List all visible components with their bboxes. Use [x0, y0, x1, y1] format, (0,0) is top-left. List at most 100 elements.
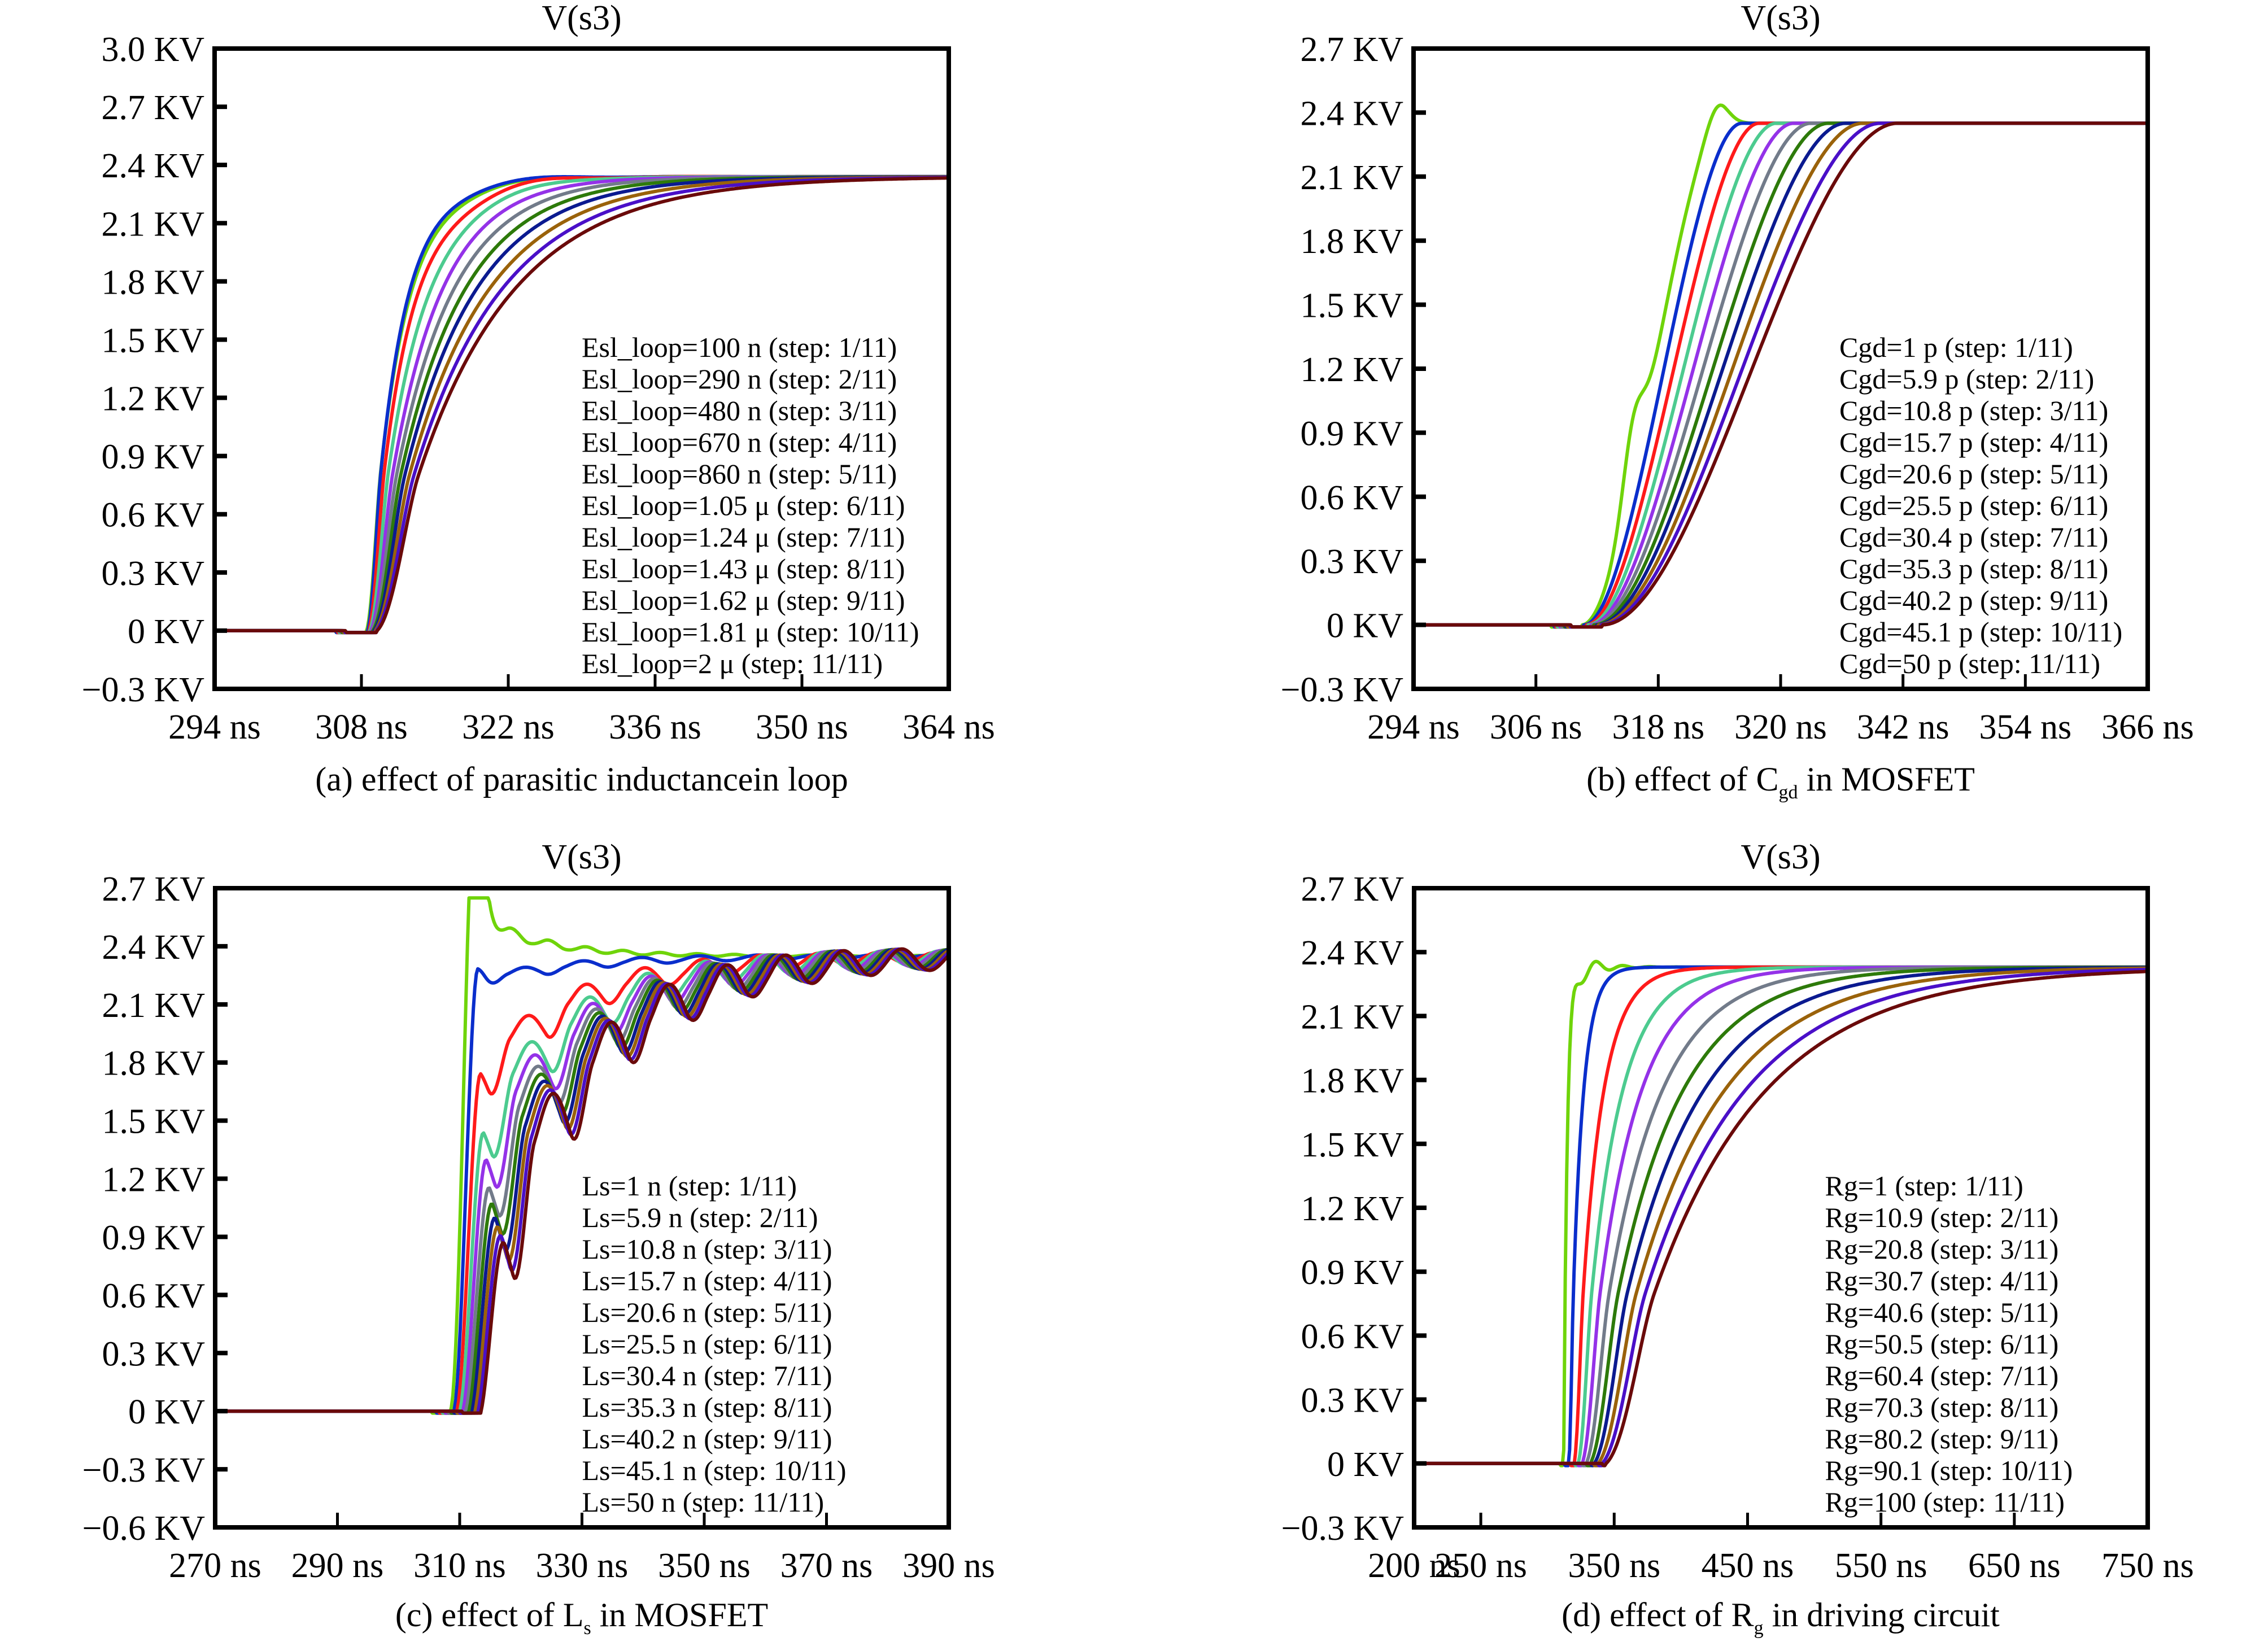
- legend-entry: Rg=60.4 (step: 7/11): [1825, 1360, 2058, 1391]
- y-tick-label: −0.6 KV: [82, 1509, 205, 1548]
- legend-entry: Cgd=35.3 p (step: 8/11): [1839, 553, 2108, 584]
- legend-entry: Esl_loop=1.24 μ (step: 7/11): [582, 521, 905, 553]
- series-line-11: [214, 176, 949, 635]
- y-tick-label: −0.3 KV: [81, 671, 204, 709]
- legend-entry: Esl_loop=860 n (step: 5/11): [582, 458, 897, 490]
- legend-entry: Cgd=30.4 p (step: 7/11): [1839, 521, 2108, 553]
- panel-d-legend: Rg=1 (step: 1/11)Rg=10.9 (step: 2/11)Rg=…: [1825, 1170, 2073, 1518]
- legend-entry: Ls=30.4 n (step: 7/11): [582, 1360, 832, 1391]
- x-tick-label: 310 ns: [413, 1547, 506, 1585]
- panel-d: V(s3) 2.7 KV 2.4 KV 2.1 KV 1.8 KV 1.5 KV 1.2 …: [1281, 838, 2193, 1639]
- legend-entry: Esl_loop=1.81 μ (step: 10/11): [582, 616, 919, 648]
- panel-a-y-axis: 3.0 KV 2.7 KV 2.4 KV 2.1 KV 1.8 KV 1.5 KV 1.2 …: [81, 30, 227, 709]
- y-tick-label: 1.5 KV: [101, 321, 204, 360]
- y-tick-label: 0.3 KV: [102, 1335, 205, 1373]
- y-tick-label: −0.3 KV: [1280, 671, 1403, 709]
- y-tick-label: 1.2 KV: [1300, 351, 1403, 389]
- legend-entry: Cgd=5.9 p (step: 2/11): [1839, 363, 2094, 395]
- legend-entry: Esl_loop=670 n (step: 4/11): [582, 426, 897, 458]
- x-tick-label: 364 ns: [902, 708, 995, 746]
- y-tick-label: 2.1 KV: [1301, 998, 1404, 1036]
- legend-entry: Ls=15.7 n (step: 4/11): [582, 1265, 832, 1296]
- legend-entry: Cgd=45.1 p (step: 10/11): [1839, 616, 2122, 648]
- x-tick-label: 350 ns: [658, 1547, 751, 1585]
- y-tick-label: 2.1 KV: [1300, 159, 1403, 197]
- x-tick-label: 354 ns: [1979, 708, 2072, 746]
- panel-d-caption-post: in driving circuit: [1764, 1596, 2000, 1634]
- y-tick-label: 0.3 KV: [101, 554, 204, 593]
- panel-c-y-axis: 2.7 KV 2.4 KV 2.1 KV 1.8 KV 1.5 KV 1.2 KV 0.9 …: [82, 870, 228, 1548]
- panel-b-caption-sub: gd: [1779, 782, 1798, 803]
- y-tick-label: −0.3 KV: [1281, 1509, 1404, 1548]
- x-tick-label: 306 ns: [1490, 708, 1582, 746]
- legend-entry: Cgd=20.6 p (step: 5/11): [1839, 458, 2108, 490]
- x-tick-label: 330 ns: [536, 1547, 629, 1585]
- legend-entry: Cgd=50 p (step: 11/11): [1839, 648, 2100, 679]
- panel-b-caption: (b) effect of Cgd in MOSFET: [1586, 761, 1975, 803]
- y-tick-label: 0 KV: [1327, 1446, 1404, 1484]
- y-tick-label: 2.4 KV: [102, 928, 205, 967]
- legend-entry: Cgd=10.8 p (step: 3/11): [1839, 395, 2108, 426]
- x-tick-label: 322 ns: [462, 708, 555, 746]
- panel-c-caption-post: in MOSFET: [591, 1596, 768, 1634]
- y-tick-label: 1.8 KV: [101, 263, 204, 302]
- panel-c-x-axis: 270 ns 290 ns 310 ns 330 ns 350 ns 370 ns 390 …: [169, 1513, 995, 1585]
- legend-entry: Ls=10.8 n (step: 3/11): [582, 1233, 832, 1265]
- y-tick-label: 2.7 KV: [101, 89, 204, 127]
- x-tick-label: 294 ns: [1367, 708, 1460, 746]
- panel-b-title: V(s3): [1741, 0, 1820, 37]
- y-tick-label: 3.0 KV: [101, 30, 204, 69]
- y-tick-label: 0.3 KV: [1300, 543, 1403, 581]
- panel-b-y-axis: 2.7 KV 2.4 KV 2.1 KV 1.8 KV 1.5 KV 1.2 KV 0.9 …: [1280, 30, 1426, 709]
- legend-entry: Ls=50 n (step: 11/11): [582, 1486, 825, 1518]
- panel-a: V(s3) 3.0 KV 2.7 KV 2.4 KV 2.1 KV 1.8 KV 1.5 …: [81, 0, 995, 798]
- x-tick-label: 294 ns: [168, 708, 261, 746]
- y-tick-label: 2.7 KV: [1301, 870, 1404, 909]
- y-tick-label: −0.3 KV: [82, 1451, 205, 1490]
- y-tick-label: 0.6 KV: [101, 496, 204, 535]
- x-tick-label: 320 ns: [1734, 708, 1827, 746]
- panel-b-caption-pre: (b) effect of C: [1586, 761, 1778, 798]
- legend-entry: Esl_loop=1.62 μ (step: 9/11): [582, 584, 905, 616]
- y-tick-label: 2.4 KV: [101, 147, 204, 185]
- series-line-11: [1414, 970, 2148, 1468]
- panel-c: V(s3) 2.7 KV 2.4 KV 2.1 KV 1.8 KV 1.5 KV 1.2 …: [82, 838, 995, 1639]
- series-line-11: [215, 947, 950, 1415]
- y-tick-label: 0.6 KV: [102, 1277, 205, 1315]
- x-tick-label: 318 ns: [1612, 708, 1705, 746]
- legend-entry: Rg=20.8 (step: 3/11): [1825, 1233, 2058, 1265]
- legend-entry: Rg=70.3 (step: 8/11): [1825, 1391, 2058, 1423]
- panel-b: V(s3) 2.7 KV 2.4 KV 2.1 KV 1.8 KV 1.5 KV 1.2 …: [1280, 0, 2193, 803]
- x-tick-label: 250 ns: [1434, 1547, 1527, 1585]
- y-tick-label: 2.4 KV: [1300, 94, 1403, 133]
- legend-entry: Esl_loop=290 n (step: 2/11): [582, 363, 897, 395]
- legend-entry: Cgd=1 p (step: 1/11): [1839, 331, 2073, 363]
- legend-entry: Esl_loop=100 n (step: 1/11): [582, 331, 897, 363]
- y-tick-label: 0.6 KV: [1300, 479, 1403, 517]
- x-tick-label: 200 ns: [1368, 1547, 1460, 1585]
- x-tick-label: 370 ns: [780, 1547, 873, 1585]
- y-tick-label: 1.8 KV: [1301, 1062, 1404, 1101]
- y-tick-label: 1.2 KV: [1301, 1190, 1404, 1228]
- legend-entry: Ls=20.6 n (step: 5/11): [582, 1296, 832, 1328]
- y-tick-label: 1.5 KV: [102, 1103, 205, 1141]
- x-tick-label: 750 ns: [2101, 1547, 2194, 1585]
- legend-entry: Rg=90.1 (step: 10/11): [1825, 1455, 2073, 1486]
- y-tick-label: 0.3 KV: [1301, 1382, 1404, 1420]
- panel-a-legend: Esl_loop=100 n (step: 1/11)Esl_loop=290 …: [582, 331, 919, 679]
- panel-c-caption-pre: (c) effect of L: [395, 1596, 584, 1634]
- panel-c-title: V(s3): [542, 838, 621, 876]
- y-tick-label: 0 KV: [128, 1393, 205, 1431]
- series-line-11: [1413, 121, 2148, 629]
- y-tick-label: 1.8 KV: [102, 1045, 205, 1083]
- y-tick-label: 1.5 KV: [1301, 1126, 1404, 1164]
- legend-entry: Rg=30.7 (step: 4/11): [1825, 1265, 2058, 1296]
- x-tick-label: 270 ns: [169, 1547, 261, 1585]
- legend-entry: Ls=25.5 n (step: 6/11): [582, 1328, 832, 1360]
- y-tick-label: 0.9 KV: [1300, 414, 1403, 453]
- x-tick-label: 350 ns: [1568, 1547, 1660, 1585]
- legend-entry: Ls=40.2 n (step: 9/11): [582, 1423, 832, 1455]
- y-tick-label: 2.7 KV: [1300, 30, 1403, 69]
- y-tick-label: 0 KV: [128, 613, 204, 651]
